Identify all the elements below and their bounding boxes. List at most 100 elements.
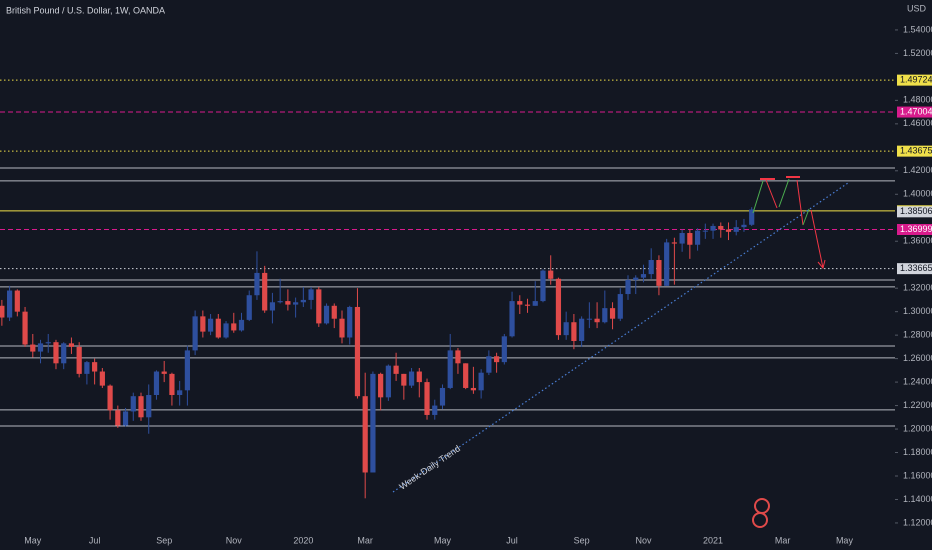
y-tick-label: 1.28000 — [903, 330, 932, 340]
candle-body — [354, 306, 361, 397]
candle-body — [161, 371, 167, 374]
x-tick-label: May — [434, 535, 452, 545]
x-tick-label: Nov — [226, 535, 243, 545]
candle-body — [702, 230, 708, 232]
candle-body — [37, 343, 44, 352]
candle-body — [153, 371, 160, 396]
candle-body — [200, 316, 206, 332]
watermark-icon — [754, 498, 770, 514]
candle-body — [285, 301, 291, 305]
watermark — [752, 498, 770, 528]
x-tick-label: Mar — [775, 535, 791, 545]
candle-body — [308, 289, 314, 300]
candle-body — [501, 336, 507, 363]
candle-body — [486, 356, 492, 373]
candle-body — [447, 350, 453, 388]
candle-body — [401, 373, 407, 386]
candle-body — [192, 316, 198, 351]
candle-body — [6, 290, 13, 318]
candle-body — [115, 410, 121, 426]
price-label: 1.47004 — [900, 106, 932, 116]
candle-body — [524, 304, 531, 306]
candle-body — [14, 290, 20, 312]
candle-body — [725, 229, 732, 232]
x-tick-label: Sep — [574, 535, 590, 545]
y-tick-label: 1.20000 — [903, 423, 932, 433]
projection-down — [810, 209, 824, 269]
candle-body — [177, 390, 183, 396]
x-tick-label: Jul — [89, 535, 101, 545]
candle-body — [648, 260, 654, 275]
candle-body — [323, 305, 330, 324]
candles — [0, 207, 755, 499]
candle-body — [602, 308, 608, 323]
candle-body — [262, 272, 268, 311]
candle-body — [694, 230, 701, 245]
price-labels: 1.497241.470041.436751.385911.385061.369… — [897, 75, 932, 275]
trend-label: Week-Daily Trend — [397, 443, 462, 491]
candle-body — [45, 342, 51, 344]
candle-body — [246, 295, 252, 320]
candle-body — [0, 305, 5, 318]
candle-body — [609, 308, 616, 319]
candle-body — [470, 387, 477, 391]
candle-body — [22, 311, 28, 345]
price-label-box — [897, 145, 932, 157]
candle-body — [378, 373, 384, 398]
y-tick-label: 1.54000 — [903, 24, 932, 34]
candle-body — [710, 225, 716, 231]
price-axis: 1.12000 1.14000 1.16000 1.18000 1.20000 1.220… — [895, 24, 932, 527]
candle-body — [640, 274, 647, 278]
candle-body — [671, 242, 677, 244]
projection-up — [752, 180, 764, 214]
y-tick-label: 1.32000 — [903, 283, 932, 293]
candle-body — [169, 373, 175, 396]
candle-body — [493, 356, 500, 363]
candle-body — [61, 343, 67, 364]
price-label: 1.36999 — [900, 224, 932, 234]
y-tick-label: 1.52000 — [903, 48, 932, 58]
candle-body — [122, 411, 129, 426]
y-tick-label: 1.24000 — [903, 376, 932, 386]
candle-body — [184, 350, 190, 391]
x-tick-label: Mar — [357, 535, 373, 545]
candle-body — [223, 323, 229, 338]
candle-body — [331, 305, 337, 319]
candle-body — [455, 350, 461, 364]
candle-body — [76, 346, 82, 374]
candle-body — [625, 279, 631, 295]
candle-body — [617, 294, 623, 319]
candle-body — [254, 272, 260, 296]
candle-body — [741, 224, 747, 228]
candle-body — [99, 371, 105, 386]
price-label: 1.49724 — [900, 75, 932, 85]
projection-up — [802, 208, 810, 226]
y-tick-label: 1.12000 — [903, 517, 932, 527]
candle-body — [238, 319, 245, 331]
y-tick-label: 1.46000 — [903, 118, 932, 128]
candle-body — [594, 318, 600, 323]
candle-body — [571, 322, 577, 342]
candle-body — [231, 323, 237, 331]
x-tick-label: Jul — [506, 535, 518, 545]
y-tick-label: 1.18000 — [903, 447, 932, 457]
candle-body — [416, 371, 422, 383]
y-tick-label: 1.30000 — [903, 306, 932, 316]
candle-body — [532, 301, 538, 306]
x-tick-label: Nov — [635, 535, 652, 545]
candle-body — [393, 365, 399, 374]
projection-arrowhead — [817, 259, 826, 270]
candle-body — [130, 396, 136, 412]
candle-body — [107, 385, 113, 411]
candle-body — [579, 318, 585, 342]
price-label-box — [897, 263, 932, 275]
candle-body — [548, 270, 554, 279]
price-label: 1.43675 — [900, 146, 932, 156]
candle-body — [687, 233, 693, 245]
candle-body — [656, 260, 662, 286]
candle-body — [300, 299, 306, 303]
candle-body — [749, 209, 755, 225]
candle-body — [478, 372, 484, 391]
candle-body — [679, 233, 685, 244]
